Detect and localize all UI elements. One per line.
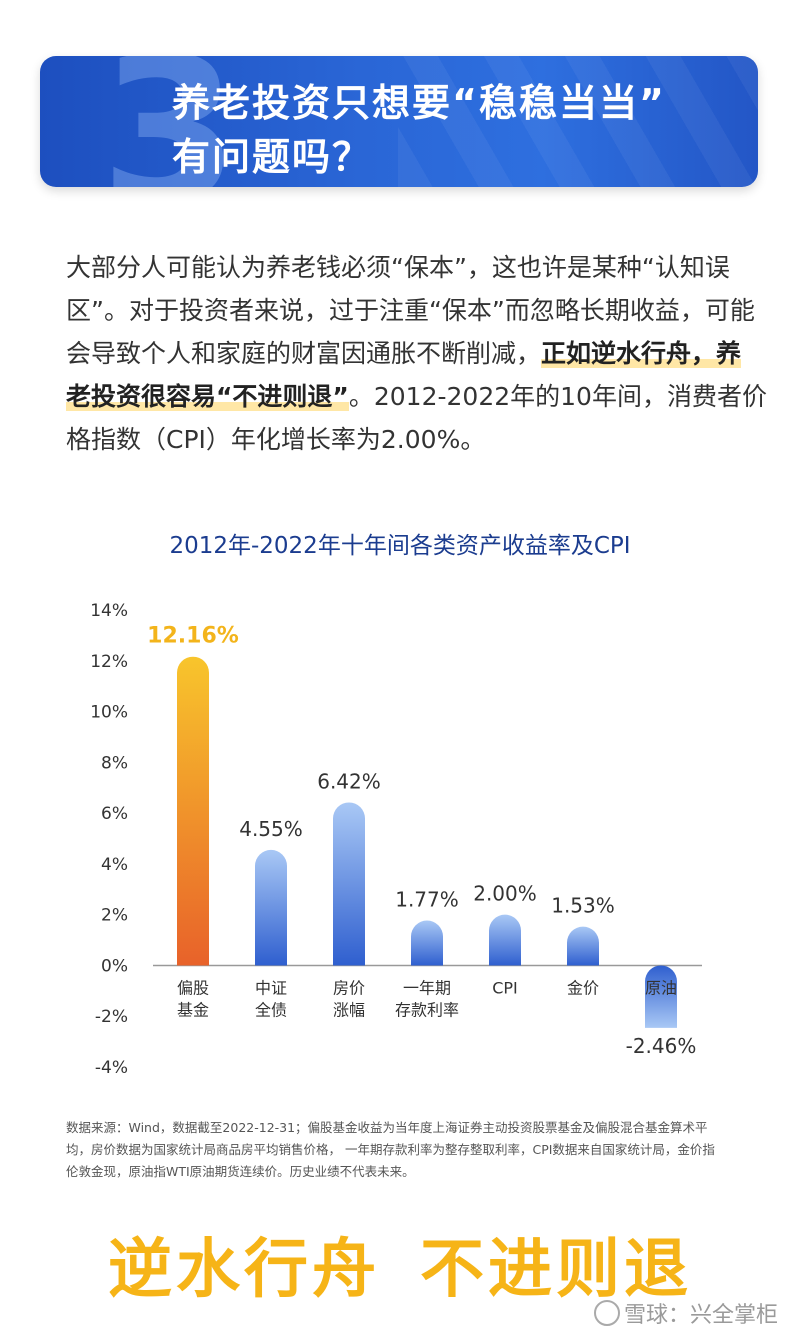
category-label: 偏股 [177,978,209,997]
y-tick-label: 12% [90,652,128,672]
data-label: 6.42% [317,769,381,793]
category-label: 基金 [177,1000,209,1019]
y-tick-label: 10% [90,703,128,723]
data-label: 1.77% [395,888,459,912]
y-tick-label: 2% [101,906,128,926]
slogan-part2: 不进则退 [420,1233,692,1307]
category-label: 房价 [333,978,365,997]
data-label: 12.16% [147,624,239,649]
banner-title-line2: 有问题吗？ [172,135,373,179]
paragraph-line: 区”。对于投资者来说，过于注重“保本”而忽略长期收益，可能 [66,296,755,325]
category-label: 金价 [567,978,599,997]
banner-stripes [398,56,758,187]
y-tick-label: 8% [101,753,128,773]
source-line: 均，房价数据为国家统计局商品房平均销售价格， 一年期存款利率为整存整取利率，CP… [66,1142,715,1157]
slogan-part1: 逆水行舟 [108,1233,380,1307]
banner-title-line1: 养老投资只想要“稳稳当当” [172,81,666,125]
source-line: 伦敦金现，原油指WTI原油期货连续价。历史业绩不代表未来。 [66,1164,415,1179]
data-source-note: 数据来源：Wind，数据截至2022-12-31；偏股基金收益为当年度上海证券主… [66,1117,742,1183]
paragraph-line: 大部分人可能认为养老钱必须“保本”，这也许是某种“认知误 [66,253,730,282]
source-line: 数据来源：Wind，数据截至2022-12-31；偏股基金收益为当年度上海证券主… [66,1120,708,1135]
category-label: 中证 [255,978,287,997]
chart-title: 2012年-2022年十年间各类资产收益率及CPI [169,533,631,559]
xueqiu-logo-icon [593,1300,620,1326]
data-label: -2.46% [626,1034,697,1058]
data-label: 1.53% [551,894,615,918]
y-tick-label: 6% [101,804,128,824]
y-tick-label: -2% [95,1007,128,1027]
paragraph-highlight: 正如逆水行舟，养 [541,339,742,368]
paragraph-line: 格指数（CPI）年化增长率为2.00%。 [66,425,486,454]
category-label: CPI [492,978,518,997]
paragraph-highlight: 老投资很容易“不进则退” [66,382,349,411]
paragraph-text: 会导致个人和家庭的财富因通胀不断削减， [66,339,542,368]
y-tick-label: 0% [101,956,128,976]
section-number: 3 [100,56,240,187]
category-label: 一年期 [403,978,451,997]
y-tick-label: 4% [101,855,128,875]
section-banner: 3 养老投资只想要“稳稳当当” 有问题吗？ [40,56,758,187]
bar [255,849,287,966]
category-label: 涨幅 [333,1000,365,1019]
data-label: 2.00% [473,882,537,906]
bar [333,802,365,966]
bar [411,920,443,966]
paragraph-line: 老投资很容易“不进则退”。2012-2022年的10年间，消费者价 [66,375,767,418]
data-label: 4.55% [239,817,303,841]
watermark: 雪球：兴全掌柜 [593,1297,778,1329]
bar [177,656,209,966]
watermark-text: 雪球：兴全掌柜 [623,1303,778,1328]
bar [645,965,677,1028]
slogan: 逆水行舟 不进则退 [0,1218,800,1310]
y-tick-label: 14% [90,601,128,621]
paragraph-text: 。2012-2022年的10年间，消费者价 [348,382,767,411]
bar [489,914,521,966]
category-label: 存款利率 [395,1000,459,1019]
category-label: 原油 [645,978,677,997]
y-tick-label: -4% [95,1058,128,1078]
bar-chart: 14% 12% 10% 8% 6% 4% 2% 0% -2% -4% 12.16% 偏股基金 4.55%… [90,601,702,1078]
paragraph-line: 会导致个人和家庭的财富因通胀不断削减，正如逆水行舟，养 [66,332,742,375]
bar [567,926,599,966]
intro-paragraph: 大部分人可能认为养老钱必须“保本”，这也许是某种“认知误 区”。对于投资者来说，… [66,246,767,461]
category-label: 全债 [255,1000,287,1019]
